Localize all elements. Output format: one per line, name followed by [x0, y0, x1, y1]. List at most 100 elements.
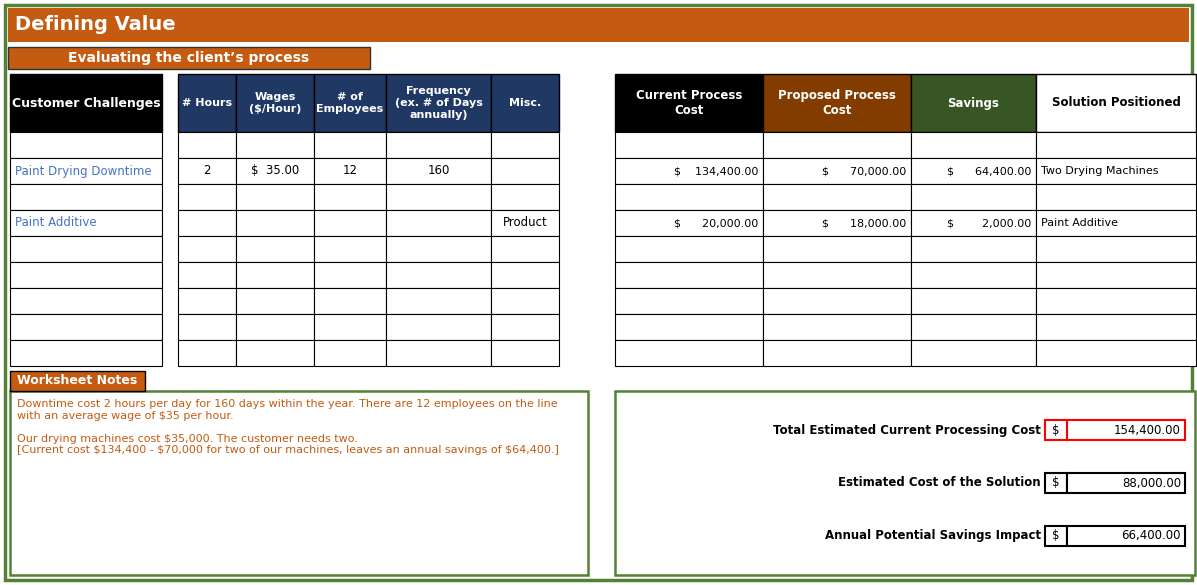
- Bar: [385, 236, 491, 262]
- Text: Product: Product: [503, 216, 547, 229]
- Text: 160: 160: [427, 164, 450, 177]
- Bar: [615, 132, 762, 158]
- Text: Defining Value: Defining Value: [16, 15, 176, 35]
- Bar: [911, 314, 1035, 340]
- Text: Paint Additive: Paint Additive: [16, 216, 97, 229]
- Bar: [385, 262, 491, 288]
- Text: Two Drying Machines: Two Drying Machines: [1041, 166, 1159, 176]
- Bar: [178, 132, 236, 158]
- Bar: [178, 288, 236, 314]
- Bar: [385, 288, 491, 314]
- Text: $      70,000.00: $ 70,000.00: [822, 166, 906, 176]
- Bar: [385, 132, 491, 158]
- Text: # Hours: # Hours: [182, 98, 232, 108]
- Bar: [911, 210, 1035, 236]
- Bar: [615, 391, 1195, 575]
- Bar: [491, 262, 559, 288]
- Bar: [911, 184, 1035, 210]
- Bar: [911, 132, 1035, 158]
- Bar: [1035, 288, 1196, 314]
- Bar: [1035, 262, 1196, 288]
- Bar: [762, 340, 911, 366]
- Bar: [314, 210, 385, 236]
- Bar: [236, 210, 314, 236]
- Bar: [762, 288, 911, 314]
- Text: $: $: [1052, 424, 1059, 437]
- Text: Downtime cost 2 hours per day for 160 days within the year. There are 12 employe: Downtime cost 2 hours per day for 160 da…: [17, 399, 559, 455]
- Bar: [1045, 421, 1067, 441]
- Bar: [178, 210, 236, 236]
- Bar: [314, 340, 385, 366]
- Bar: [491, 74, 559, 132]
- Bar: [178, 184, 236, 210]
- Bar: [10, 132, 162, 158]
- Bar: [1067, 525, 1185, 546]
- Text: Worksheet Notes: Worksheet Notes: [18, 374, 138, 387]
- Bar: [314, 262, 385, 288]
- Bar: [385, 184, 491, 210]
- Bar: [491, 184, 559, 210]
- Bar: [178, 262, 236, 288]
- Bar: [236, 236, 314, 262]
- Bar: [10, 184, 162, 210]
- Bar: [1035, 210, 1196, 236]
- Bar: [615, 288, 762, 314]
- Bar: [10, 210, 162, 236]
- Bar: [1035, 74, 1196, 132]
- Bar: [10, 288, 162, 314]
- Bar: [1035, 236, 1196, 262]
- Text: Misc.: Misc.: [509, 98, 541, 108]
- Bar: [615, 158, 762, 184]
- Bar: [491, 340, 559, 366]
- Bar: [1035, 314, 1196, 340]
- Bar: [314, 236, 385, 262]
- Text: $      18,000.00: $ 18,000.00: [822, 218, 906, 228]
- Text: $    134,400.00: $ 134,400.00: [674, 166, 758, 176]
- Bar: [911, 158, 1035, 184]
- Bar: [8, 47, 370, 69]
- Bar: [178, 340, 236, 366]
- Bar: [178, 158, 236, 184]
- Bar: [615, 314, 762, 340]
- Text: $: $: [1052, 477, 1059, 490]
- Bar: [236, 262, 314, 288]
- Bar: [762, 236, 911, 262]
- Bar: [762, 74, 911, 132]
- Text: Savings: Savings: [948, 97, 999, 109]
- Text: 66,400.00: 66,400.00: [1122, 529, 1181, 542]
- Bar: [911, 236, 1035, 262]
- Bar: [314, 158, 385, 184]
- Bar: [762, 262, 911, 288]
- Bar: [1045, 473, 1067, 493]
- Bar: [1067, 421, 1185, 441]
- Bar: [911, 340, 1035, 366]
- Bar: [1067, 473, 1185, 493]
- Text: Paint Additive: Paint Additive: [1041, 218, 1118, 228]
- Text: Solution Positioned: Solution Positioned: [1051, 97, 1180, 109]
- Text: Frequency
(ex. # of Days
annually): Frequency (ex. # of Days annually): [395, 87, 482, 119]
- Text: $  35.00: $ 35.00: [251, 164, 299, 177]
- Bar: [236, 184, 314, 210]
- Bar: [911, 262, 1035, 288]
- Bar: [615, 340, 762, 366]
- Bar: [314, 314, 385, 340]
- Text: Paint Drying Downtime: Paint Drying Downtime: [16, 164, 152, 177]
- Bar: [314, 288, 385, 314]
- Bar: [1035, 158, 1196, 184]
- Bar: [236, 340, 314, 366]
- Bar: [615, 184, 762, 210]
- Bar: [236, 74, 314, 132]
- Text: 154,400.00: 154,400.00: [1114, 424, 1181, 437]
- Text: Customer Challenges: Customer Challenges: [12, 97, 160, 109]
- Text: 88,000.00: 88,000.00: [1122, 477, 1181, 490]
- Bar: [615, 74, 762, 132]
- Bar: [8, 8, 1189, 42]
- Bar: [491, 314, 559, 340]
- Text: Wages
($/Hour): Wages ($/Hour): [249, 92, 302, 114]
- Bar: [236, 314, 314, 340]
- Text: Evaluating the client’s process: Evaluating the client’s process: [68, 51, 310, 65]
- Bar: [762, 158, 911, 184]
- Bar: [762, 184, 911, 210]
- Bar: [491, 236, 559, 262]
- Bar: [385, 314, 491, 340]
